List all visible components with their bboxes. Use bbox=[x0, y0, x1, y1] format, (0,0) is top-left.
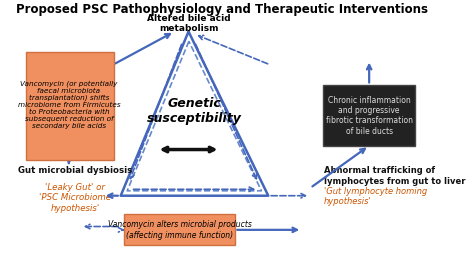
Text: 'Leaky Gut' or
'PSC Microbiome
hypothesis': 'Leaky Gut' or 'PSC Microbiome hypothesi… bbox=[39, 183, 111, 213]
FancyBboxPatch shape bbox=[124, 214, 235, 245]
FancyBboxPatch shape bbox=[323, 85, 415, 146]
Text: Vancomycin (or potentially
faecal microbiota
transplantation) shifts
microbiome : Vancomycin (or potentially faecal microb… bbox=[18, 80, 120, 129]
Text: 'Gut lymphocyte homing
hypothesis': 'Gut lymphocyte homing hypothesis' bbox=[324, 187, 428, 206]
Text: Abnormal trafficking of
lymphocytes from gut to liver: Abnormal trafficking of lymphocytes from… bbox=[324, 166, 465, 186]
Text: Gut microbial dysbiosis: Gut microbial dysbiosis bbox=[18, 166, 132, 175]
Text: Altered bile acid
metabolism: Altered bile acid metabolism bbox=[147, 13, 230, 33]
Text: Vancomycin alters microbial products
(affecting immune function): Vancomycin alters microbial products (af… bbox=[108, 220, 252, 239]
FancyBboxPatch shape bbox=[26, 52, 114, 160]
Text: Genetic
susceptibility: Genetic susceptibility bbox=[147, 97, 242, 125]
Text: Chronic inflammation
and progressive
fibrotic transformation
of bile ducts: Chronic inflammation and progressive fib… bbox=[326, 95, 413, 136]
Text: Proposed PSC Pathophysiology and Therapeutic Interventions: Proposed PSC Pathophysiology and Therape… bbox=[17, 3, 428, 16]
